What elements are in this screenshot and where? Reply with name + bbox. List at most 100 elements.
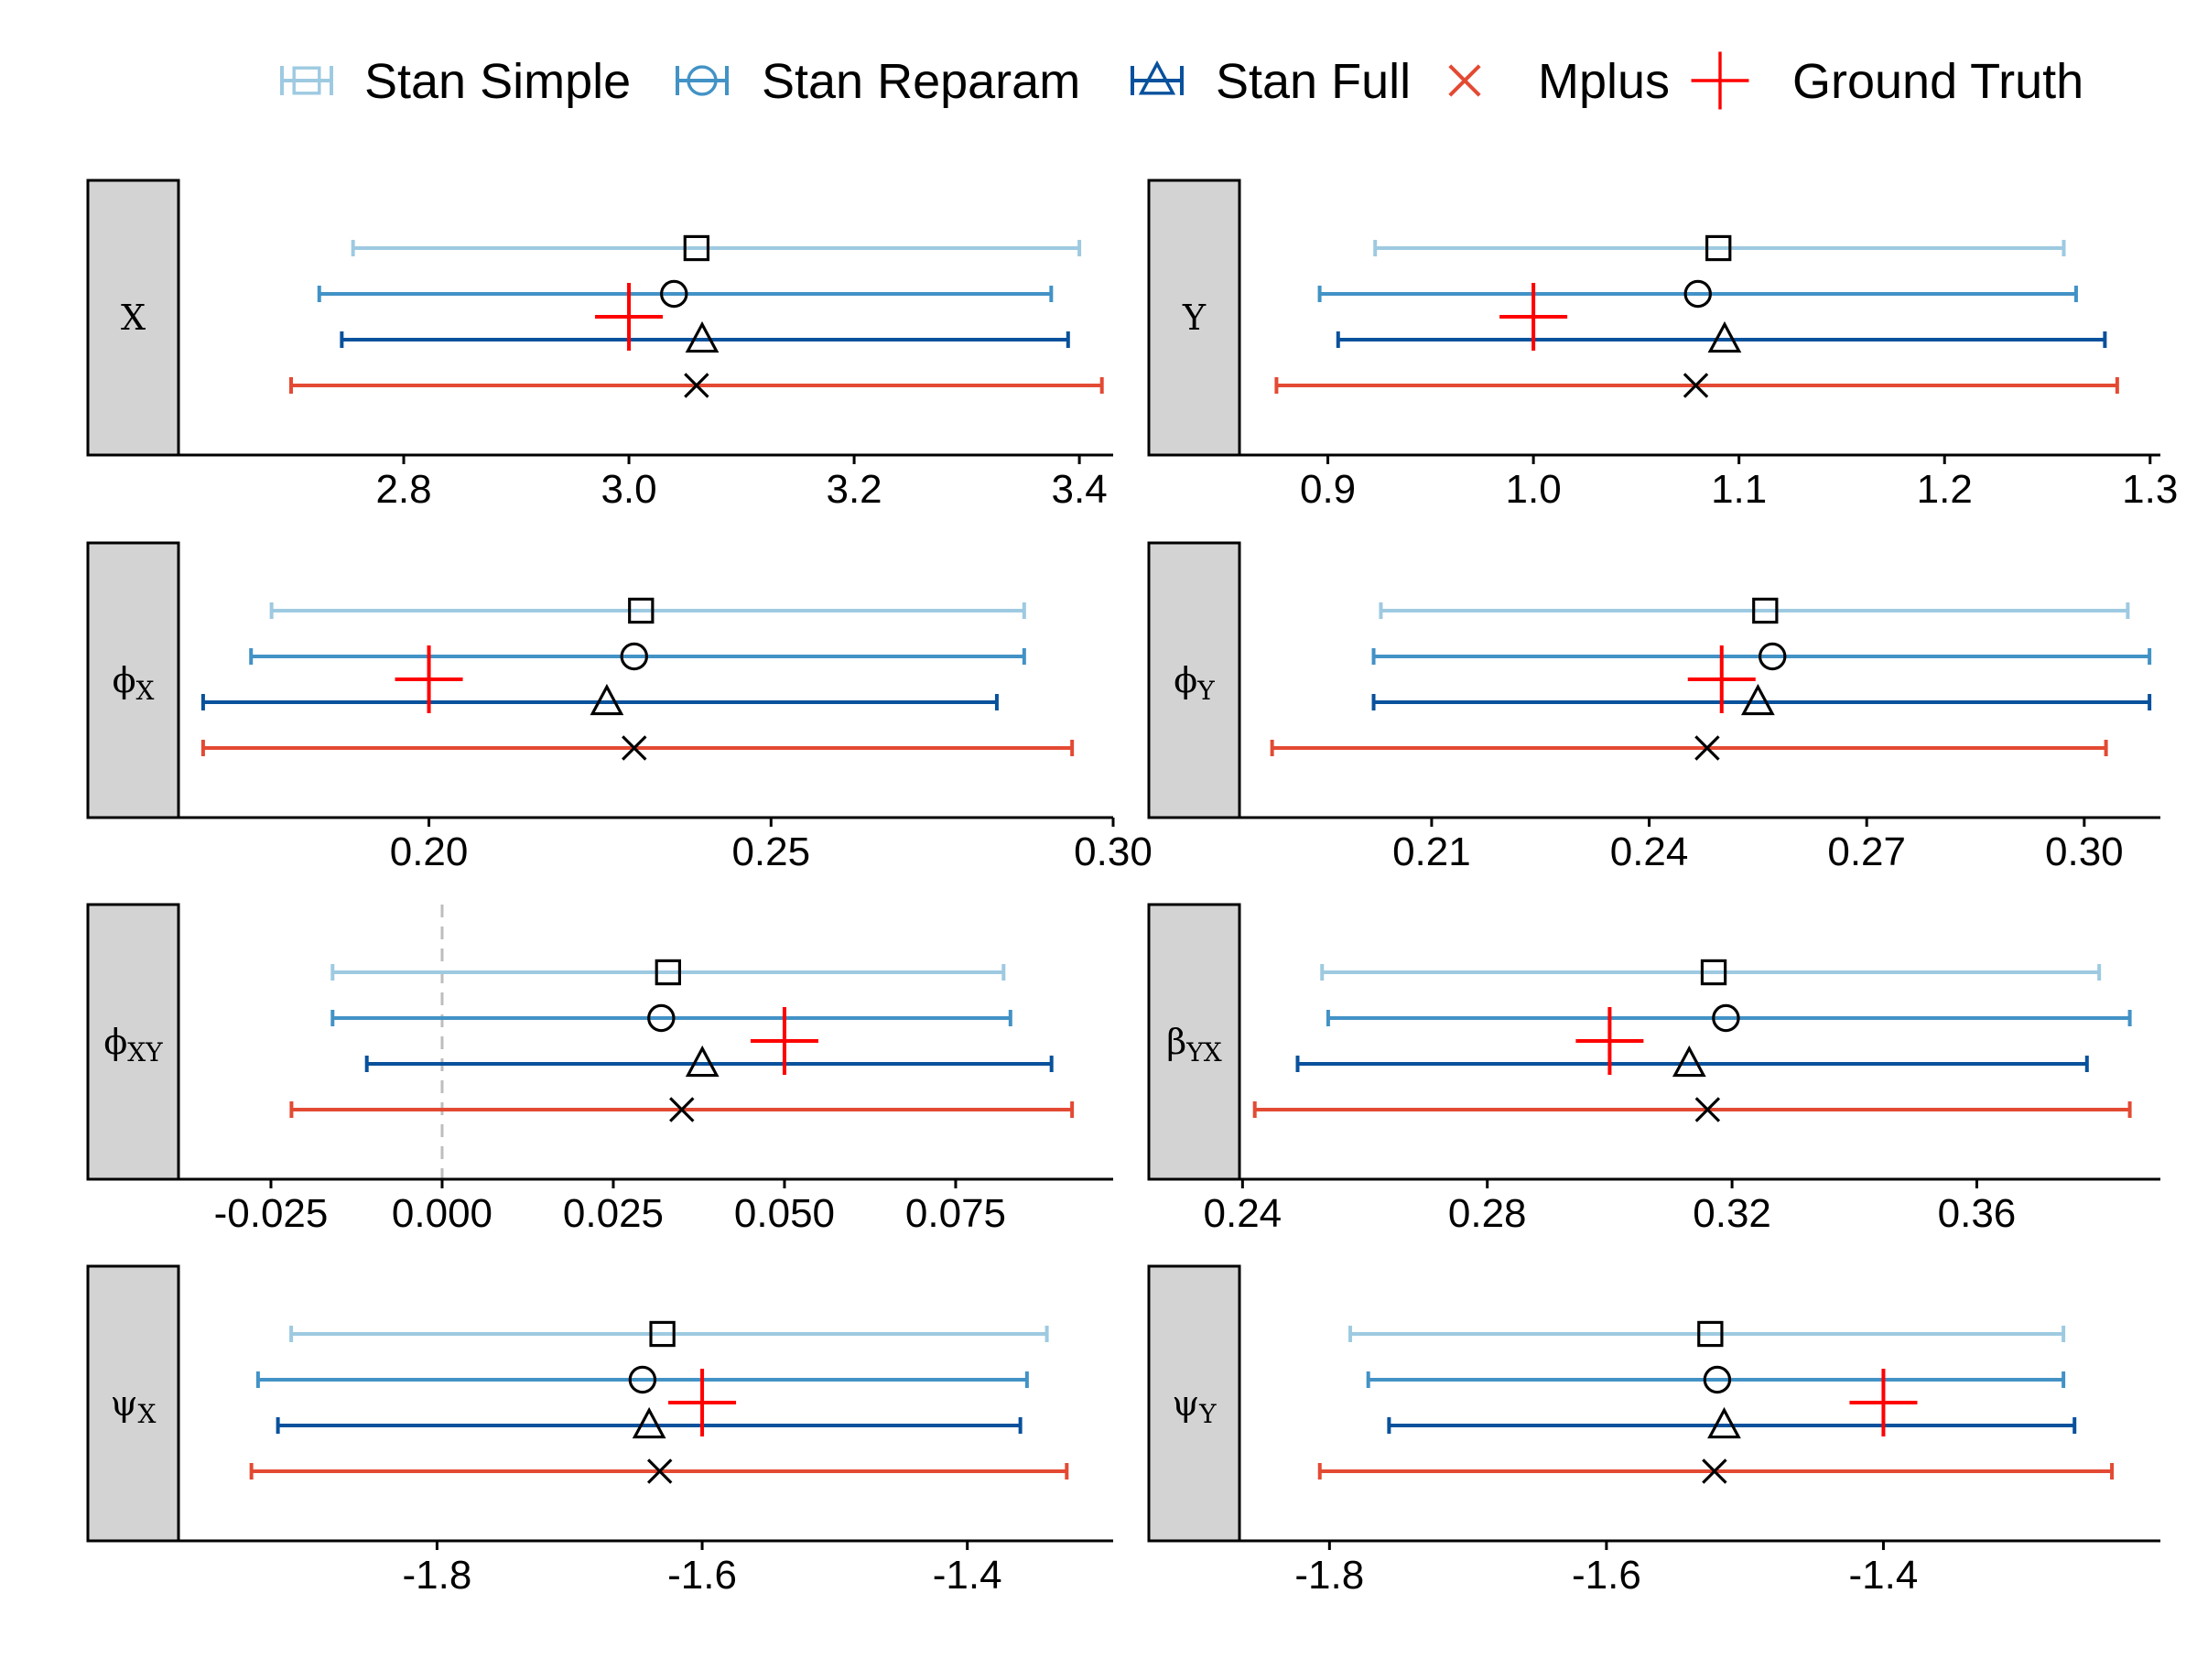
point-estimate-simple: [649, 1320, 676, 1348]
point-estimate-full: [1707, 320, 1742, 353]
point-estimate-mplus: [1683, 373, 1709, 398]
legend-label: Stan Simple: [364, 54, 631, 109]
legend: Stan Simple Stan Reparam Stan Full Mplus Gro…: [280, 51, 2083, 110]
panel-strip-label: ψY: [1172, 1383, 1217, 1429]
legend-key-triangle-marker: [1138, 60, 1176, 95]
interval-mplus: [200, 735, 1075, 761]
x-axis-tick-label: 0.30: [2045, 829, 2124, 874]
point-estimate-reparam: [1758, 642, 1787, 671]
x-axis-tick-label: 0.000: [392, 1191, 492, 1236]
point-estimate-simple: [1752, 597, 1779, 624]
panel-strip: [86, 179, 180, 457]
ground-truth-marker: [1499, 283, 1568, 351]
ground-truth-marker: [668, 1369, 737, 1436]
legend-key-square-marker: [292, 66, 321, 95]
interval-mplus: [289, 373, 1104, 398]
x-axis-tick-label: 3.4: [1052, 467, 1108, 512]
panel-strip-label: ψX: [111, 1383, 157, 1429]
interval-simple: [351, 234, 1082, 262]
interval-mplus: [1270, 735, 2108, 761]
point-estimate-full: [1672, 1045, 1706, 1078]
legend-key-plus-marker: [1691, 51, 1749, 110]
point-estimate-mplus: [1694, 1097, 1721, 1122]
point-estimate-reparam: [620, 642, 649, 671]
panel-strip: [1147, 903, 1241, 1181]
legend-label: Stan Full: [1216, 54, 1411, 109]
x-axis-tick-label: 0.24: [1204, 1191, 1282, 1236]
point-estimate-simple: [683, 234, 710, 262]
panel-strip-label: Y: [1182, 298, 1207, 338]
interval-mplus: [1274, 373, 2119, 398]
point-estimate-simple: [1705, 234, 1732, 262]
panel-phi_XY: ϕXY -0.025 0.000 0.025 0.050 0.075: [86, 903, 1113, 1236]
x-axis-tick-label: -1.6: [1572, 1553, 1641, 1598]
point-estimate-full: [685, 1045, 720, 1078]
point-estimate-reparam: [1703, 1365, 1732, 1394]
panel-X: X 2.8 3.0 3.2 3.4: [86, 179, 1113, 512]
point-estimate-simple: [1700, 959, 1727, 986]
interval-simple: [1379, 597, 2130, 624]
point-estimate-mplus: [1694, 735, 1720, 761]
x-axis-tick-label: -1.4: [933, 1553, 1002, 1598]
panel-beta_YX: βYX 0.24 0.28 0.32 0.36: [1147, 903, 2160, 1236]
x-axis-tick-label: 0.075: [905, 1191, 1006, 1236]
x-axis-tick-label: 1.3: [2122, 467, 2178, 512]
point-estimate-reparam: [628, 1365, 657, 1394]
point-estimate-mplus: [684, 373, 709, 398]
panel-strip-label: X: [121, 298, 146, 338]
x-axis-tick-label: -0.025: [214, 1191, 329, 1236]
legend-key-x-marker: [1448, 64, 1481, 97]
x-axis-tick-label: 0.25: [731, 829, 810, 874]
interval-full: [276, 1406, 1023, 1439]
point-estimate-simple: [655, 959, 681, 986]
point-estimate-mplus: [669, 1097, 695, 1122]
interval-reparam: [255, 1365, 1029, 1394]
interval-full: [1336, 320, 2107, 353]
panel-strip: [1147, 541, 1241, 819]
x-axis-tick-label: 0.050: [734, 1191, 835, 1236]
ground-truth-marker: [395, 645, 463, 713]
x-axis-tick-label: 2.8: [375, 467, 431, 512]
interval-reparam: [1371, 642, 2152, 671]
x-axis-tick-label: -1.4: [1849, 1553, 1919, 1598]
point-estimate-reparam: [1712, 1003, 1740, 1033]
panel-strip: [86, 541, 180, 819]
panel-strip: [1147, 1264, 1241, 1543]
panel-phi_X: ϕX 0.20 0.25 0.30: [86, 541, 1153, 874]
interval-simple: [289, 1320, 1049, 1348]
point-estimate-full: [1707, 1406, 1741, 1439]
ground-truth-marker: [1687, 645, 1756, 713]
legend-label: Ground Truth: [1792, 54, 2083, 109]
legend-item-mplus: Mplus: [1448, 54, 1670, 109]
x-axis-tick-label: 0.24: [1610, 829, 1689, 874]
interval-reparam: [1317, 279, 2078, 309]
point-estimate-mplus: [622, 735, 647, 761]
interval-full: [1295, 1045, 2089, 1078]
interval-reparam: [330, 1003, 1012, 1033]
panel-strip: [86, 903, 180, 1181]
x-axis-tick-label: 0.30: [1074, 829, 1153, 874]
x-axis-tick-label: 0.025: [563, 1191, 664, 1236]
legend-label: Mplus: [1538, 54, 1670, 109]
panel-strip-label: ϕX: [113, 660, 155, 706]
legend-item-reparam: Stan Reparam: [676, 54, 1080, 109]
panels: X 2.8 3.0 3.2 3.4 Y 0.9 1.0 1.1 1.2 1.3 ϕX 0.20 0.25 0…: [86, 179, 2178, 1598]
panel-psi_Y: ψY -1.8 -1.6 -1.4: [1147, 1264, 2160, 1598]
point-estimate-full: [1740, 683, 1775, 716]
interval-full: [1371, 683, 2152, 716]
interval-simple: [1373, 234, 2066, 262]
point-estimate-mplus: [646, 1458, 673, 1484]
x-axis-tick-label: 0.28: [1448, 1191, 1527, 1236]
panel-strip: [1147, 179, 1241, 457]
panel-strip: [86, 1264, 180, 1543]
legend-item-truth: Ground Truth: [1691, 51, 2083, 110]
legend-label: Stan Reparam: [762, 54, 1080, 109]
x-axis-tick-label: 0.27: [1827, 829, 1906, 874]
panel-Y: Y 0.9 1.0 1.1 1.2 1.3: [1147, 179, 2178, 512]
interval-simple: [330, 959, 1006, 986]
interval-full: [340, 320, 1070, 353]
interval-simple: [1320, 959, 2102, 986]
point-estimate-reparam: [1683, 279, 1712, 309]
ground-truth-marker: [750, 1007, 818, 1075]
